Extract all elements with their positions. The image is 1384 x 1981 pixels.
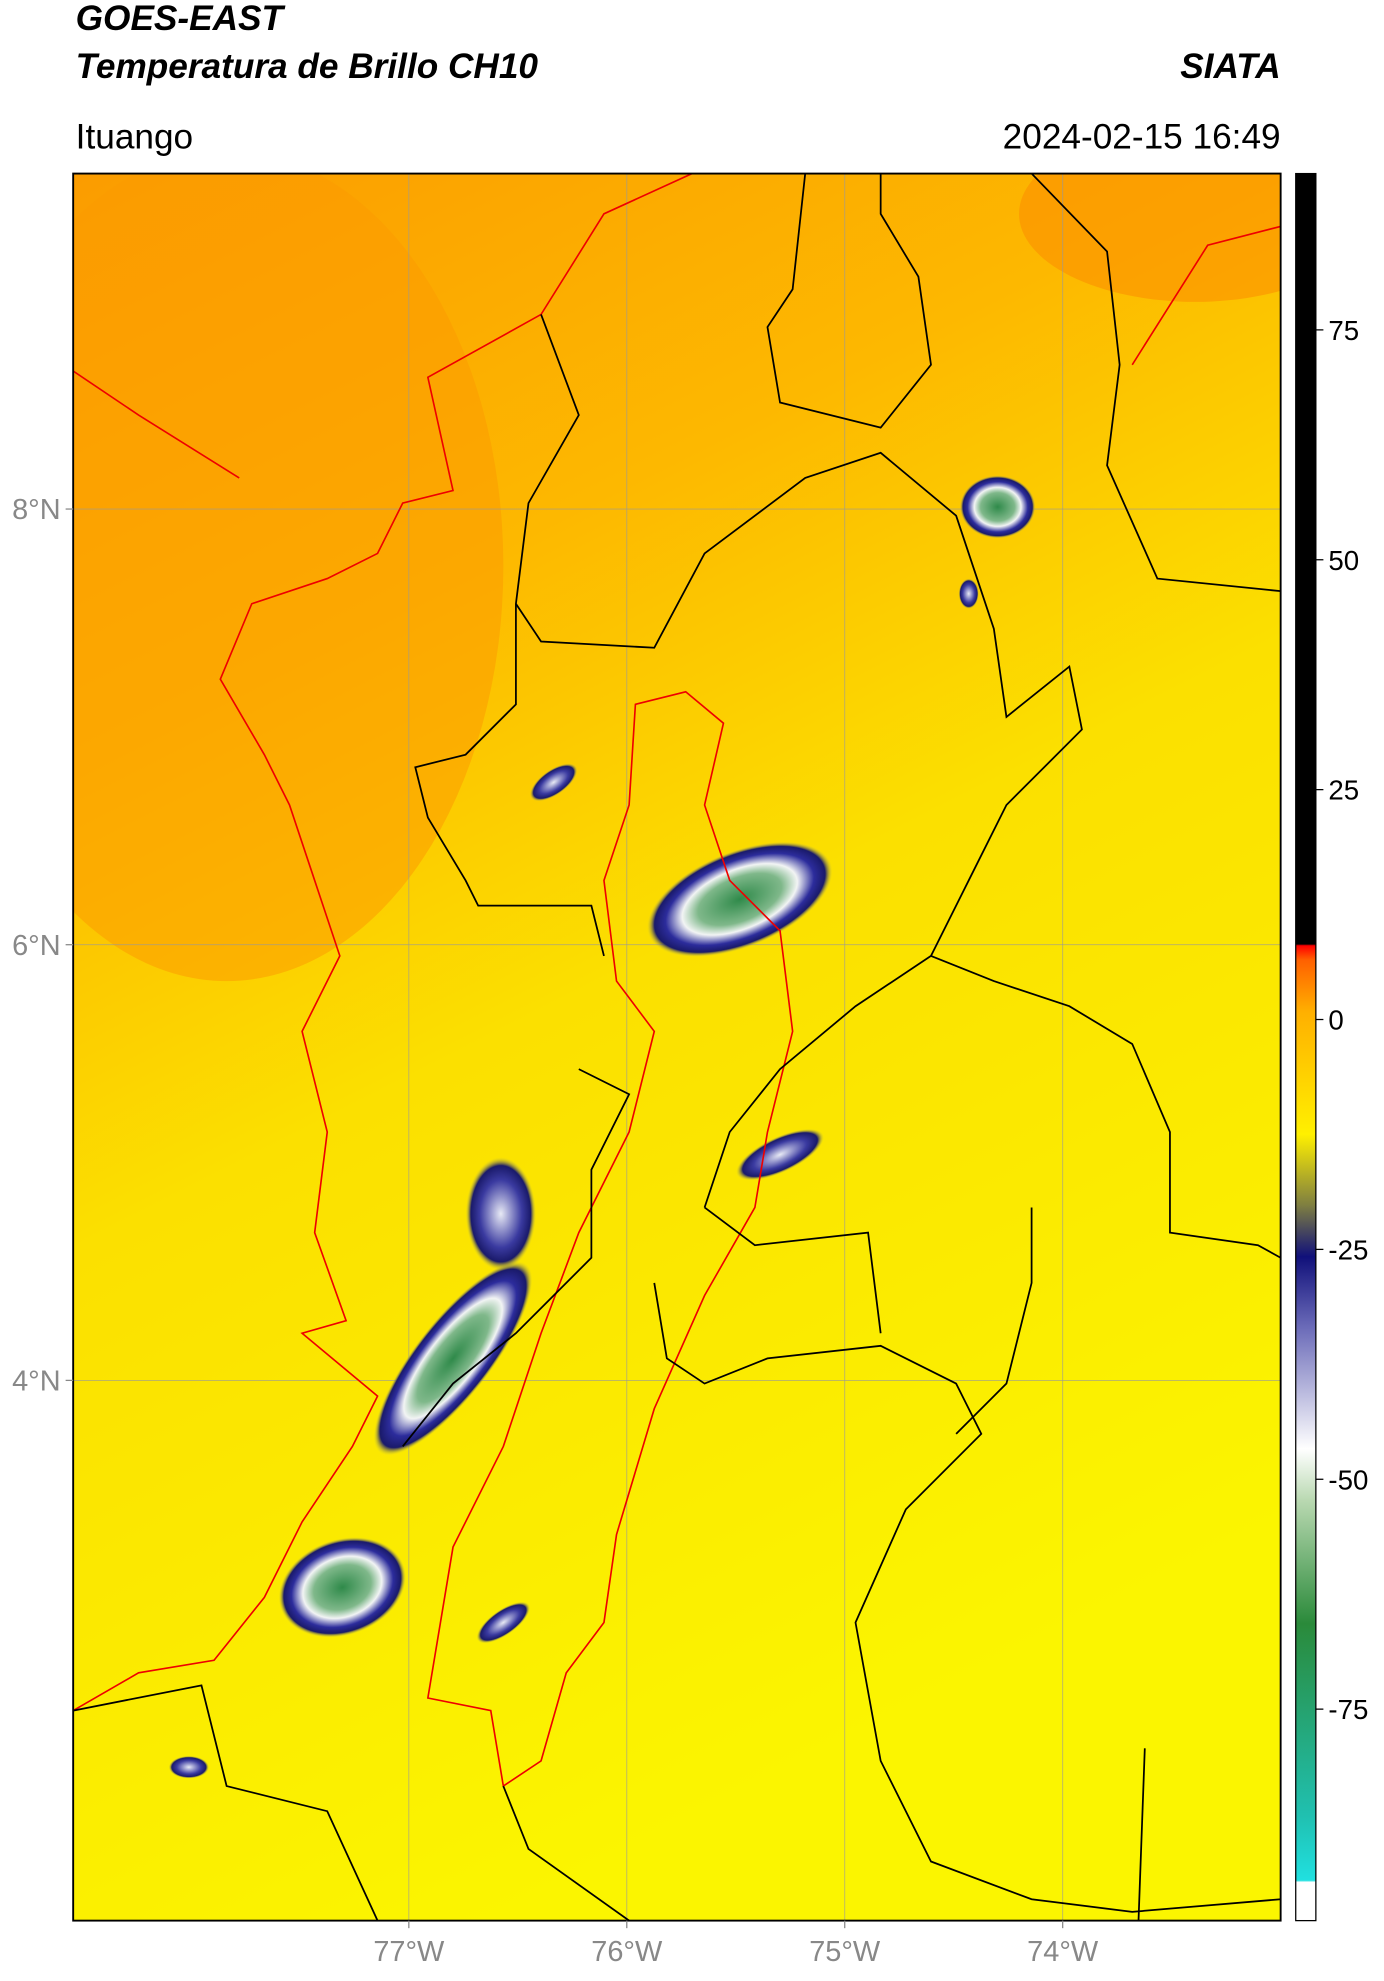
colorbar-tick-label: 0 [1328, 1005, 1343, 1036]
x-tick-label: 76°W [591, 1936, 663, 1968]
y-tick-label: 4°N [12, 1365, 61, 1397]
colorbar-tick-label: -50 [1328, 1464, 1368, 1495]
title: GOES-EAST [76, 0, 286, 38]
clouds [168, 475, 1036, 1779]
colorbar-tick-label: 75 [1328, 315, 1359, 346]
map [73, 173, 1281, 1921]
title: Temperatura de Brillo CH10 [76, 47, 539, 86]
colorbar-tick-label: 50 [1328, 545, 1359, 576]
x-tick-label: 74°W [1027, 1936, 1099, 1968]
map-frame [72, 172, 1282, 1922]
region: Ituango [76, 117, 193, 156]
coastline [73, 173, 1281, 1788]
colorbar-tick-label: -75 [1328, 1694, 1368, 1725]
y-tick-label: 6°N [12, 930, 61, 962]
y-tick-label: 8°N [12, 494, 61, 526]
x-tick-label: 75°W [809, 1936, 881, 1968]
datetime: 2024-02-15 16:49 [1003, 117, 1281, 156]
org: SIATA [1180, 47, 1280, 86]
colorbar-tick-label: -25 [1328, 1234, 1368, 1265]
borders [73, 173, 1281, 1921]
colorbar-tick-label: 25 [1328, 775, 1359, 806]
colorbar [1295, 172, 1317, 1922]
x-tick-label: 77°W [373, 1936, 445, 1968]
